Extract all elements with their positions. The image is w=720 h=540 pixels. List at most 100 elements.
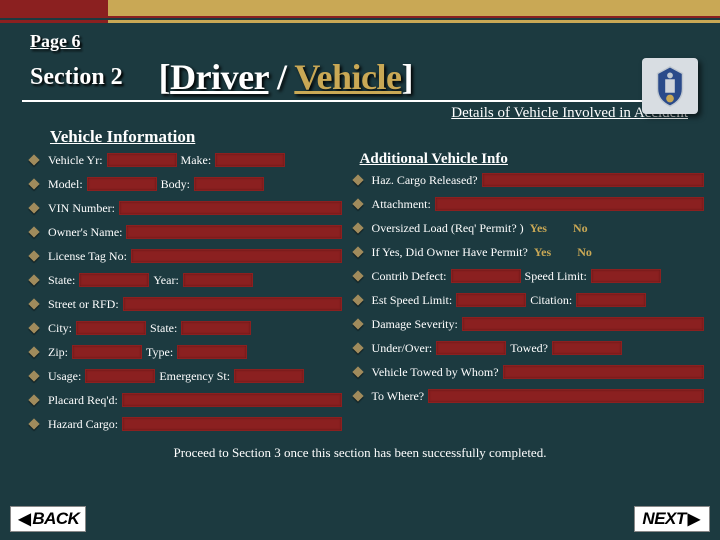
additional-info-column: Additional Vehicle Info Haz. Cargo Relea… xyxy=(354,151,704,439)
bullet-diamond-icon xyxy=(352,174,363,185)
form-row: License Tag No: xyxy=(30,247,342,265)
input-field[interactable] xyxy=(482,173,704,187)
bullet-diamond-icon xyxy=(28,274,39,285)
field-label: If Yes, Did Owner Have Permit? xyxy=(372,245,528,260)
back-button[interactable]: ◀BACK xyxy=(10,506,86,532)
no-option[interactable]: No xyxy=(575,245,594,260)
input-field[interactable] xyxy=(85,369,155,383)
form-row: Model: Body: xyxy=(30,175,342,193)
bullet-diamond-icon xyxy=(352,390,363,401)
form-row: Damage Severity: xyxy=(354,315,704,333)
form-row: Vehicle Yr: Make: xyxy=(30,151,342,169)
field-label: Emergency St: xyxy=(159,369,230,384)
form-row: Hazard Cargo: xyxy=(30,415,342,433)
page-title: [Driver / Vehicle] xyxy=(159,56,413,98)
form-row: To Where? xyxy=(354,387,704,405)
form-row: Est Speed Limit: Citation: xyxy=(354,291,704,309)
bullet-diamond-icon xyxy=(352,198,363,209)
form-row: Zip: Type: xyxy=(30,343,342,361)
input-field[interactable] xyxy=(72,345,142,359)
form-row: Placard Req'd: xyxy=(30,391,342,409)
input-field[interactable] xyxy=(194,177,264,191)
bullet-diamond-icon xyxy=(28,298,39,309)
input-field[interactable] xyxy=(76,321,146,335)
input-field[interactable] xyxy=(503,365,704,379)
input-field[interactable] xyxy=(123,297,342,311)
form-row: City: State: xyxy=(30,319,342,337)
bullet-diamond-icon xyxy=(28,202,39,213)
form-row: Owner's Name: xyxy=(30,223,342,241)
field-label: Hazard Cargo: xyxy=(48,417,118,432)
bullet-diamond-icon xyxy=(28,250,39,261)
field-label: Owner's Name: xyxy=(48,225,122,240)
yes-option[interactable]: Yes xyxy=(532,245,553,260)
vehicle-info-column: Vehicle Yr: Make: Model: Body: VIN Number: Ow… xyxy=(30,151,342,439)
group-title: Vehicle Information xyxy=(0,125,720,149)
input-field[interactable] xyxy=(428,389,704,403)
bullet-diamond-icon xyxy=(352,246,363,257)
input-field[interactable] xyxy=(552,341,622,355)
field-label: Zip: xyxy=(48,345,68,360)
section-label: Section 2 xyxy=(30,64,123,91)
form-row: Under/Over:Towed? xyxy=(354,339,704,357)
form-row: VIN Number: xyxy=(30,199,342,217)
field-label: Citation: xyxy=(530,293,572,308)
bullet-diamond-icon xyxy=(28,226,39,237)
field-label: Vehicle Yr: xyxy=(48,153,103,168)
input-field[interactable] xyxy=(183,273,253,287)
input-field[interactable] xyxy=(122,393,342,407)
field-label: Street or RFD: xyxy=(48,297,119,312)
input-field[interactable] xyxy=(451,269,521,283)
form-row: Street or RFD: xyxy=(30,295,342,313)
bullet-diamond-icon xyxy=(28,178,39,189)
bullet-diamond-icon xyxy=(352,342,363,353)
input-field[interactable] xyxy=(122,417,341,431)
input-field[interactable] xyxy=(215,153,285,167)
input-field[interactable] xyxy=(87,177,157,191)
field-label: State: xyxy=(48,273,75,288)
field-label: State: xyxy=(150,321,177,336)
input-field[interactable] xyxy=(79,273,149,287)
input-field[interactable] xyxy=(456,293,526,307)
field-label: Year: xyxy=(153,273,178,288)
field-label: To Where? xyxy=(372,389,425,404)
bullet-diamond-icon xyxy=(352,222,363,233)
field-label: Type: xyxy=(146,345,173,360)
bullet-diamond-icon xyxy=(28,394,39,405)
page-label: Page 6 xyxy=(30,31,80,52)
input-field[interactable] xyxy=(234,369,304,383)
bullet-diamond-icon xyxy=(28,322,39,333)
input-field[interactable] xyxy=(462,317,704,331)
form-row: Vehicle Towed by Whom? xyxy=(354,363,704,381)
input-field[interactable] xyxy=(181,321,251,335)
field-label: VIN Number: xyxy=(48,201,115,216)
bullet-diamond-icon xyxy=(28,370,39,381)
input-field[interactable] xyxy=(576,293,646,307)
input-field[interactable] xyxy=(107,153,177,167)
input-field[interactable] xyxy=(177,345,247,359)
field-label: City: xyxy=(48,321,72,336)
input-field[interactable] xyxy=(131,249,342,263)
field-label: Speed Limit: xyxy=(525,269,587,284)
field-label: Est Speed Limit: xyxy=(372,293,453,308)
field-label: Make: xyxy=(181,153,212,168)
input-field[interactable] xyxy=(591,269,661,283)
bullet-diamond-icon xyxy=(352,318,363,329)
top-stripe xyxy=(0,0,720,18)
field-label: Placard Req'd: xyxy=(48,393,118,408)
field-label: Model: xyxy=(48,177,83,192)
next-button[interactable]: NEXT▶ xyxy=(634,506,710,532)
input-field[interactable] xyxy=(119,201,342,215)
input-field[interactable] xyxy=(436,341,506,355)
bullet-diamond-icon xyxy=(28,418,39,429)
yes-option[interactable]: Yes xyxy=(528,221,549,236)
form-row: If Yes, Did Owner Have Permit? Yes No xyxy=(354,243,704,261)
bullet-diamond-icon xyxy=(352,294,363,305)
field-label: Body: xyxy=(161,177,190,192)
form-row: Usage:Emergency St: xyxy=(30,367,342,385)
arrow-left-icon: ◀ xyxy=(17,509,33,529)
arrow-right-icon: ▶ xyxy=(686,509,702,529)
no-option[interactable]: No xyxy=(571,221,590,236)
input-field[interactable] xyxy=(126,225,341,239)
input-field[interactable] xyxy=(435,197,704,211)
